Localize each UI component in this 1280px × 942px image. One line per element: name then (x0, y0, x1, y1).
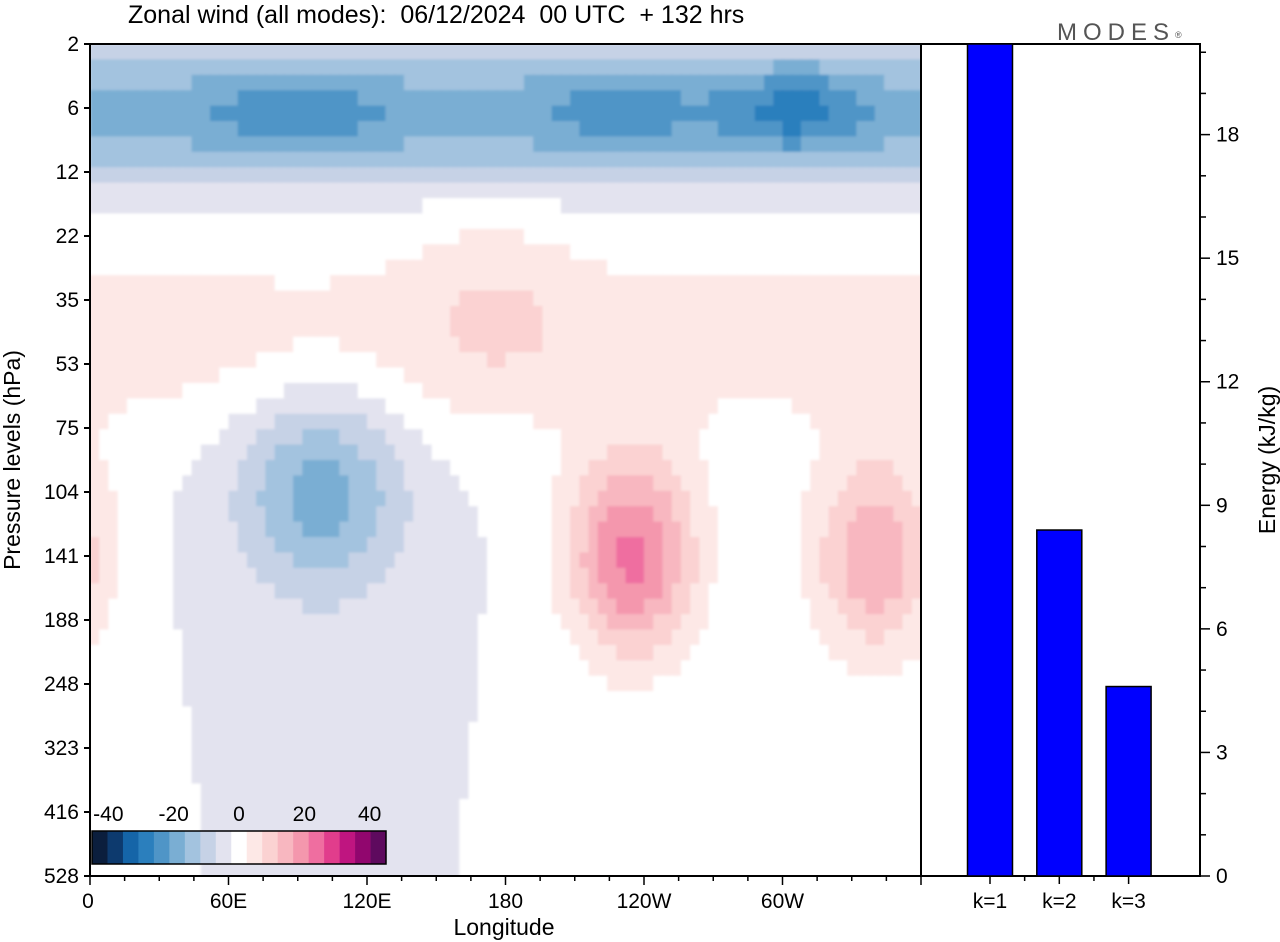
registered-mark: ® (1175, 30, 1182, 40)
energy-bar-chart: k=1 k=2 k=3 (920, 43, 1201, 913)
bar-category-label: k=1 (973, 890, 1007, 913)
longitude-tick-label: 60W (761, 890, 804, 913)
colorbar-label: -40 (93, 803, 123, 826)
colorbar-swatch (308, 831, 325, 864)
energy-tick-label: 9 (1216, 494, 1228, 517)
energy-bar (1105, 685, 1152, 877)
energy-tick-label: 3 (1216, 741, 1228, 764)
pressure-tick-label: 22 (56, 225, 79, 248)
energy-tick-label: 15 (1216, 247, 1239, 270)
pressure-tick-label: 6 (67, 97, 79, 120)
colorbar-swatch (92, 831, 108, 864)
longitude-tick-label: 0 (82, 890, 94, 913)
energy-bar (1036, 529, 1083, 877)
energy-axis: 0 3 6 9 12 15 18 (1200, 51, 1239, 888)
colorbar-swatch (262, 831, 278, 864)
colorbar-swatch (355, 831, 371, 864)
longitude-tick-label: 60E (210, 890, 247, 913)
colorbar-label: 40 (358, 803, 381, 826)
pressure-tick-label: 35 (56, 289, 79, 312)
colorbar-label: 0 (233, 803, 245, 826)
pressure-tick-label: 141 (44, 545, 79, 568)
colorbar-swatch (246, 831, 263, 864)
longitude-axis: 0 60E 120E 180 120W 60W (82, 876, 922, 913)
colorbar-swatch (169, 831, 186, 864)
colorbar-swatch (293, 831, 309, 864)
pressure-tick-label: 323 (44, 737, 79, 760)
energy-tick-label: 6 (1216, 618, 1228, 641)
energy-tick-label: 18 (1216, 124, 1239, 147)
longitude-tick-label: 180 (488, 890, 523, 913)
colorbar-swatch (122, 831, 139, 864)
energy-tick-label: 12 (1216, 371, 1239, 394)
longitude-tick-label: 120E (342, 890, 391, 913)
zonal-wind-contour-plot (90, 44, 921, 876)
colorbar-swatch (215, 831, 232, 864)
pressure-tick-label: 188 (44, 609, 79, 632)
colorbar-swatch (107, 831, 124, 864)
colorbar-frame (91, 830, 387, 865)
pressure-axis: 2 6 12 22 35 53 75 104 141 188 248 323 416 528 (44, 33, 90, 888)
colorbar-swatch (277, 831, 294, 864)
bar-category-label: k=2 (1042, 890, 1076, 913)
pressure-tick-label: 53 (56, 353, 79, 376)
colorbar-swatch (200, 831, 217, 864)
chart-title: Zonal wind (all modes): 06/12/2024 00 UT… (128, 1, 745, 29)
colorbar: -40 -20 0 20 40 (91, 803, 387, 865)
colorbar-swatch (184, 831, 201, 864)
colorbar-swatch (339, 831, 356, 864)
x-axis-title: Longitude (453, 914, 554, 940)
pressure-tick-label: 248 (44, 673, 79, 696)
pressure-tick-label: 2 (67, 33, 79, 56)
energy-axis-title: Energy (kJ/kg) (1254, 386, 1280, 534)
colorbar-swatch (138, 831, 155, 864)
energy-bar (966, 43, 1014, 877)
pressure-tick-label: 104 (44, 481, 79, 504)
colorbar-swatch (370, 831, 387, 864)
modes-logo-text: MODES (1057, 19, 1176, 46)
modes-logo: MODES® (1057, 18, 1182, 48)
pressure-tick-label: 12 (56, 161, 79, 184)
colorbar-label: -20 (158, 803, 188, 826)
colorbar-label: 20 (293, 803, 316, 826)
colorbar-swatch (231, 831, 248, 864)
pressure-tick-label: 75 (56, 417, 79, 440)
y-axis-title: Pressure levels (hPa) (0, 350, 25, 570)
energy-tick-label: 0 (1216, 865, 1228, 888)
bar-category-label: k=3 (1111, 890, 1145, 913)
colorbar-swatch (153, 831, 170, 864)
longitude-tick-label: 120W (617, 890, 672, 913)
pressure-tick-label: 528 (44, 865, 79, 888)
colorbar-swatch (324, 831, 340, 864)
pressure-tick-label: 416 (44, 801, 79, 824)
